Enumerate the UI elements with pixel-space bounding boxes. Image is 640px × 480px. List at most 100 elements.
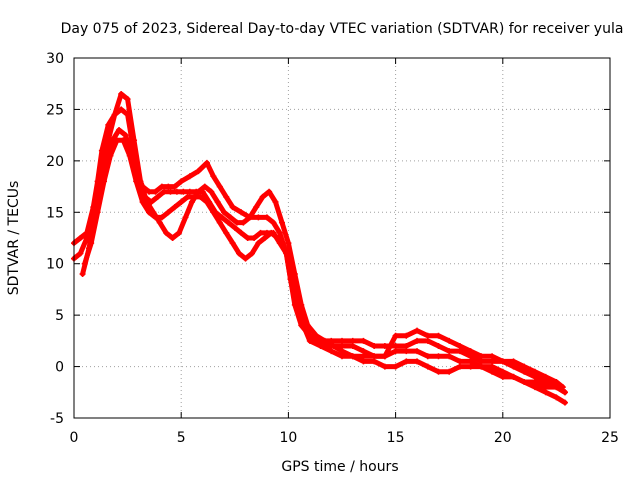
data-point [360,337,367,344]
data-point [542,379,549,385]
y-tick-label: 10 [46,257,64,273]
plot-frame [73,57,611,419]
data-point [233,219,240,226]
data-point [291,271,298,277]
data-point [274,235,281,241]
data-point [176,229,183,236]
data-point [171,204,178,211]
data-point [446,368,453,375]
y-tick-label: 20 [46,154,64,170]
data-point [531,384,538,391]
data-point [229,204,236,211]
data-point [276,229,283,236]
data-point [392,343,399,349]
data-point [263,214,270,221]
data-point [371,353,378,360]
data-point [349,343,356,349]
data-point [349,337,356,344]
data-point [272,199,279,205]
data-point [456,363,463,370]
data-point [150,209,157,216]
data-point [195,168,202,175]
data-point [542,389,549,396]
data-point [107,152,114,159]
data-point [105,137,112,144]
data-point [229,240,236,247]
data-point [186,173,193,180]
data-point [214,199,221,205]
data-point [195,188,202,195]
data-point [381,343,388,349]
data-point [478,358,485,365]
data-point [238,209,245,216]
series-trace-1 [71,106,568,395]
data-point [330,343,337,349]
data-point [178,199,185,205]
data-point [414,327,421,334]
data-point [381,353,388,360]
x-axis-label: GPS time / hours [281,459,398,475]
data-point [531,379,538,385]
tick-layer: 0 5 10 15 20 25 -5 0 5 10 15 20 25 30 [46,51,619,446]
x-tick-label: 10 [279,430,297,446]
data-point [317,343,324,349]
data-point [248,250,255,257]
y-tick-label: -5 [50,411,64,427]
data-point [278,219,285,226]
y-tick-label: 25 [46,102,64,118]
data-point [186,188,193,195]
data-point [203,199,210,205]
data-point [553,379,560,385]
data-point [158,214,165,221]
data-point [499,368,506,375]
data-point [210,209,217,216]
y-tick-label: 0 [55,360,64,376]
data-point [171,183,178,190]
data-point [261,235,268,241]
series-layer [71,91,568,406]
data-point [381,363,388,370]
data-point [392,332,399,339]
data-point [531,368,538,375]
data-point [467,363,474,370]
data-point [270,219,277,226]
data-point [467,353,474,360]
data-point [201,183,208,190]
data-point [182,214,189,221]
x-tick-label: 15 [387,430,405,446]
data-point [414,348,421,355]
data-point [446,348,453,355]
data-point [499,358,506,365]
data-point [403,348,410,355]
data-point [197,193,204,200]
data-point [266,188,273,195]
data-point [122,132,129,139]
data-point [561,399,568,406]
data-point [152,188,159,195]
data-point [216,219,223,226]
data-point [251,235,258,241]
data-point [146,188,153,195]
data-point [98,147,105,154]
data-point [424,363,431,370]
data-point [169,235,176,241]
x-tick-label: 20 [494,430,512,446]
data-point [158,183,165,190]
data-point [180,188,187,195]
data-point [246,214,253,221]
data-point [244,235,251,241]
data-point [521,368,528,375]
data-point [424,332,431,339]
data-point [446,353,453,360]
data-point [126,152,133,159]
data-point [231,224,238,231]
data-point [392,363,399,370]
data-point [456,343,463,349]
data-point [111,111,118,118]
data-point [210,173,217,180]
data-point [489,358,496,365]
data-point [208,188,215,195]
data-point [113,137,120,144]
data-point [156,219,163,226]
data-point [403,343,410,349]
